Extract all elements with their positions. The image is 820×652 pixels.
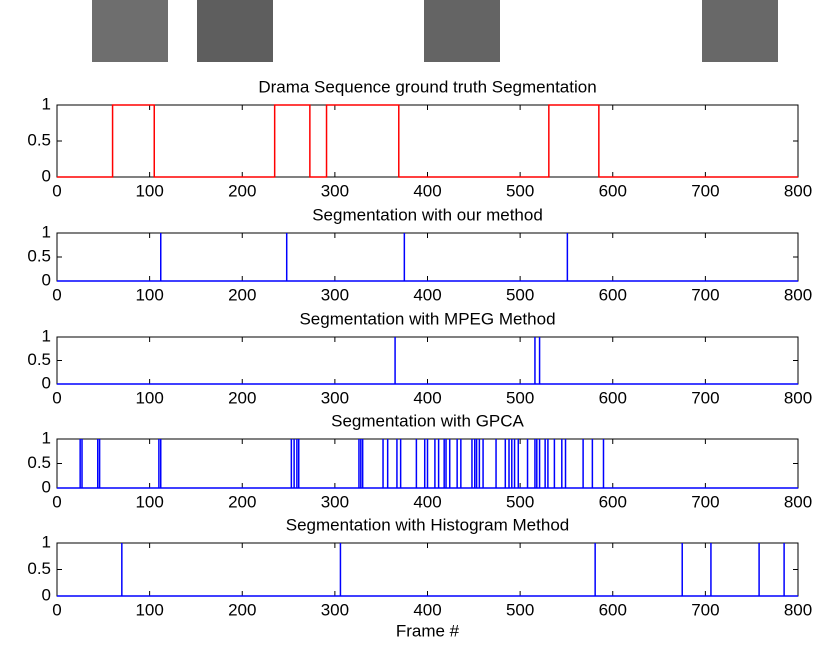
y-tick-label: 0 <box>42 166 51 185</box>
x-tick-label: 700 <box>691 285 719 304</box>
x-tick-label: 0 <box>52 285 61 304</box>
x-tick-label: 100 <box>135 285 163 304</box>
thumbnail <box>92 0 168 62</box>
x-tick-label: 600 <box>599 181 627 200</box>
x-tick-label: 200 <box>228 388 256 407</box>
x-tick-label: 500 <box>506 388 534 407</box>
y-tick-label: 0.5 <box>27 246 51 265</box>
subplot-title: Segmentation with MPEG Method <box>299 309 555 328</box>
step-line <box>57 104 798 178</box>
thumbnails <box>92 0 778 62</box>
thumbnail <box>424 0 500 62</box>
x-tick-label: 200 <box>228 492 256 511</box>
x-tick-label: 800 <box>784 492 812 511</box>
y-tick-label: 1 <box>42 428 51 447</box>
x-tick-label: 100 <box>135 492 163 511</box>
x-tick-label: 400 <box>413 600 441 619</box>
y-tick-label: 0.5 <box>27 559 51 578</box>
axes-box <box>56 104 799 178</box>
thumbnail <box>702 0 778 62</box>
x-tick-label: 300 <box>321 492 349 511</box>
y-tick-label: 1 <box>42 222 51 241</box>
y-tick-label: 0 <box>42 270 51 289</box>
x-tick-label: 800 <box>784 600 812 619</box>
x-tick-label: 600 <box>599 388 627 407</box>
x-tick-label: 500 <box>506 492 534 511</box>
x-tick-label: 300 <box>321 285 349 304</box>
x-tick-label: 700 <box>691 388 719 407</box>
x-tick-label: 800 <box>784 181 812 200</box>
x-tick-label: 800 <box>784 388 812 407</box>
y-tick-label: 1 <box>42 326 51 345</box>
x-tick-label: 300 <box>321 388 349 407</box>
x-tick-label: 200 <box>228 600 256 619</box>
x-tick-label: 600 <box>599 285 627 304</box>
x-tick-label: 700 <box>691 181 719 200</box>
axes-box <box>56 336 799 385</box>
x-tick-label: 400 <box>413 285 441 304</box>
subplot-title: Segmentation with GPCA <box>331 411 524 430</box>
x-tick-label: 700 <box>691 492 719 511</box>
x-tick-label: 0 <box>52 181 61 200</box>
x-tick-label: 600 <box>599 492 627 511</box>
subplot-title: Segmentation with our method <box>312 205 543 224</box>
x-axis-label: Frame # <box>396 621 460 640</box>
x-tick-label: 800 <box>784 285 812 304</box>
x-tick-label: 300 <box>321 181 349 200</box>
x-tick-label: 200 <box>228 181 256 200</box>
x-tick-label: 400 <box>413 181 441 200</box>
y-tick-label: 0 <box>42 477 51 496</box>
x-tick-label: 0 <box>52 388 61 407</box>
y-tick-label: 0.5 <box>27 130 51 149</box>
x-tick-label: 0 <box>52 600 61 619</box>
thumbnail <box>197 0 273 62</box>
axes-box <box>56 542 799 597</box>
x-tick-label: 200 <box>228 285 256 304</box>
axes-box <box>56 232 799 282</box>
x-tick-label: 100 <box>135 181 163 200</box>
y-tick-label: 0 <box>42 373 51 392</box>
x-tick-label: 700 <box>691 600 719 619</box>
x-tick-label: 500 <box>506 285 534 304</box>
y-tick-label: 0.5 <box>27 350 51 369</box>
x-tick-label: 300 <box>321 600 349 619</box>
x-tick-label: 600 <box>599 600 627 619</box>
x-tick-label: 500 <box>506 600 534 619</box>
y-tick-label: 1 <box>42 532 51 551</box>
x-tick-label: 400 <box>413 388 441 407</box>
subplot-title: Drama Sequence ground truth Segmentation <box>258 77 596 96</box>
x-tick-label: 100 <box>135 388 163 407</box>
y-tick-label: 0 <box>42 585 51 604</box>
y-tick-label: 0.5 <box>27 453 51 472</box>
y-tick-label: 1 <box>42 94 51 113</box>
x-tick-label: 500 <box>506 181 534 200</box>
x-tick-label: 0 <box>52 492 61 511</box>
subplot-title: Segmentation with Histogram Method <box>286 515 569 534</box>
x-tick-label: 400 <box>413 492 441 511</box>
x-tick-label: 100 <box>135 600 163 619</box>
